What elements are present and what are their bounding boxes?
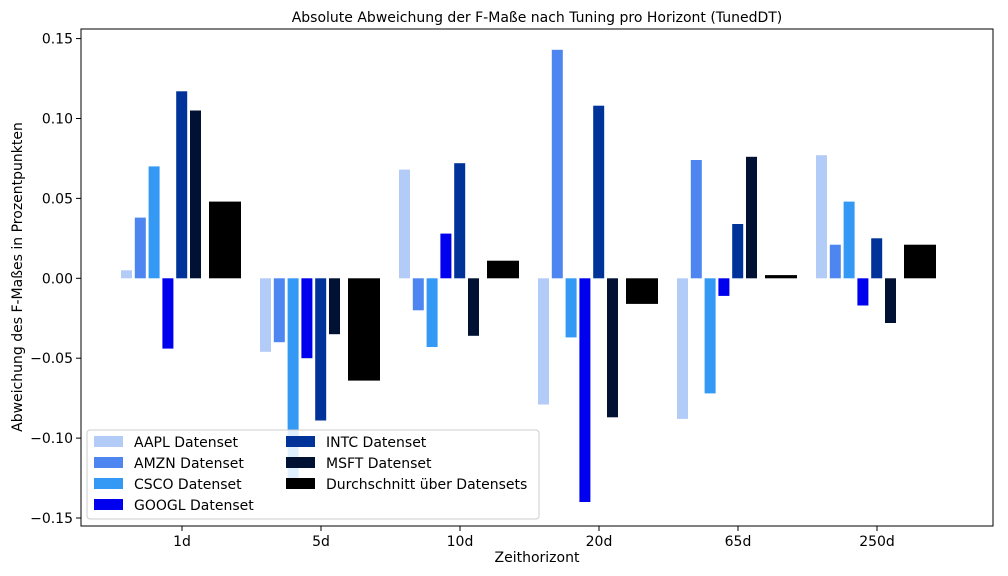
bar [626,278,658,304]
x-axis: 1d 5d 10d 20d 65d 250d [173,526,895,550]
bar [440,233,452,279]
y-tick-label: −0.10 [30,431,73,447]
legend-swatch [94,457,123,468]
bar [704,278,716,394]
legend-swatch [286,478,315,489]
bar [904,244,936,279]
bar [273,278,285,343]
bar [538,278,549,405]
bar [765,275,797,279]
bar [260,278,271,352]
bar [829,244,841,279]
bar [565,278,577,338]
bar [857,278,869,306]
legend-label: AAPL Datenset [134,435,238,451]
y-tick-label: 0.10 [42,111,73,127]
bar [593,105,605,279]
x-tick-label: 20d [586,534,613,550]
bar [816,155,827,279]
y-tick-label: 0.15 [42,32,73,48]
y-axis: −0.15 −0.10 −0.05 0.00 0.05 0.10 0.15 [30,32,81,527]
legend-swatch [94,478,123,489]
legend-label: MSFT Datenset [326,456,432,472]
x-tick-label: 10d [447,534,474,550]
y-tick-label: 0.05 [42,191,73,207]
x-axis-label: Zeithorizont [495,550,580,566]
bars-group [121,49,936,502]
legend-box [86,429,540,520]
legend-label: INTC Datenset [326,435,427,451]
bar [454,163,466,279]
bar [677,278,688,419]
bar [301,278,313,359]
x-tick-label: 5d [312,534,330,550]
y-tick-label: −0.05 [30,351,73,367]
legend-swatch [286,436,315,447]
legend-label: AMZN Datenset [134,456,244,472]
bar [607,278,618,418]
legend: AAPL Datenset AMZN Datenset CSCO Datenset G… [86,429,540,520]
bar [718,278,730,296]
bar [551,49,563,279]
chart-title: Absolute Abweichung der F-Maße nach Tuni… [292,10,783,26]
bar [843,201,855,279]
bar [468,278,479,336]
y-axis-label: Abweichung des F-Maßes in Prozentpunkten [10,122,26,432]
bar [348,278,380,381]
bar [885,278,896,323]
bar [690,160,702,279]
legend-swatch [94,436,123,447]
x-tick-label: 1d [173,534,191,550]
bar [732,224,744,279]
bar [329,278,340,335]
legend-swatch [286,457,315,468]
bar [315,278,327,421]
bar [209,201,241,279]
legend-label: CSCO Datenset [134,477,242,493]
bar [412,278,424,311]
bar [287,278,299,479]
bar [134,217,146,279]
bar [162,278,174,349]
bar [871,238,883,279]
bar [579,278,591,502]
bar [487,260,519,279]
legend-label: GOOGL Datenset [134,498,254,514]
bar [176,91,188,279]
legend-label: Durchschnitt über Datensets [326,477,527,493]
bar [121,270,132,279]
bar [399,169,410,279]
bar [148,166,160,279]
y-tick-label: 0.00 [42,271,73,287]
legend-swatch [94,499,123,510]
y-tick-label: −0.15 [30,511,73,527]
bar [190,110,201,279]
bar [746,156,757,279]
plot-area [80,28,994,527]
bar [426,278,438,347]
x-tick-label: 65d [725,534,752,550]
x-tick-label: 250d [859,534,895,550]
